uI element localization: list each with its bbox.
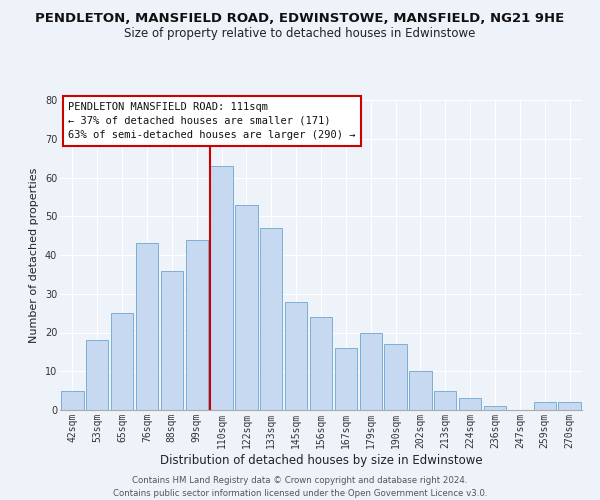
Text: Contains HM Land Registry data © Crown copyright and database right 2024.
Contai: Contains HM Land Registry data © Crown c… — [113, 476, 487, 498]
Bar — [359, 332, 382, 410]
Bar — [136, 244, 158, 410]
Bar — [310, 317, 332, 410]
Text: PENDLETON MANSFIELD ROAD: 111sqm
← 37% of detached houses are smaller (171)
63% : PENDLETON MANSFIELD ROAD: 111sqm ← 37% o… — [68, 102, 355, 140]
Bar — [385, 344, 407, 410]
Bar — [161, 270, 183, 410]
Bar — [211, 166, 233, 410]
Bar — [559, 402, 581, 410]
Bar — [61, 390, 83, 410]
Bar — [335, 348, 357, 410]
Bar — [260, 228, 283, 410]
Text: PENDLETON, MANSFIELD ROAD, EDWINSTOWE, MANSFIELD, NG21 9HE: PENDLETON, MANSFIELD ROAD, EDWINSTOWE, M… — [35, 12, 565, 26]
X-axis label: Distribution of detached houses by size in Edwinstowe: Distribution of detached houses by size … — [160, 454, 482, 466]
Bar — [285, 302, 307, 410]
Bar — [235, 204, 257, 410]
Bar — [533, 402, 556, 410]
Bar — [459, 398, 481, 410]
Bar — [409, 371, 431, 410]
Bar — [111, 313, 133, 410]
Bar — [86, 340, 109, 410]
Text: Size of property relative to detached houses in Edwinstowe: Size of property relative to detached ho… — [124, 28, 476, 40]
Bar — [434, 390, 457, 410]
Bar — [185, 240, 208, 410]
Bar — [484, 406, 506, 410]
Y-axis label: Number of detached properties: Number of detached properties — [29, 168, 39, 342]
